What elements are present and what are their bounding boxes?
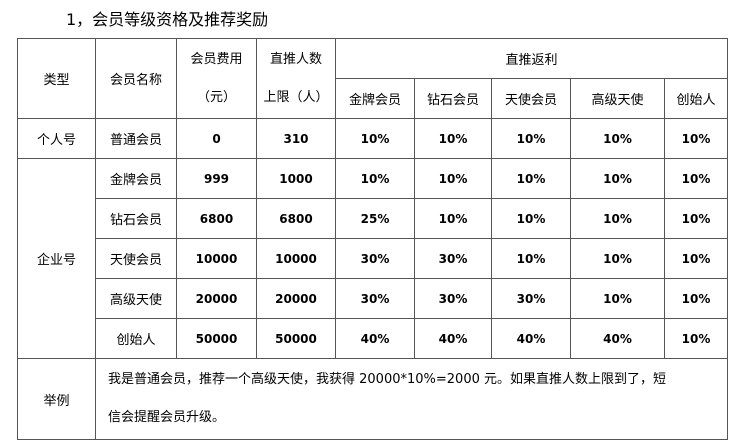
name-cell: 创始人 (95, 318, 177, 359)
value-cell: 40% (335, 318, 415, 359)
value-cell: 10% (570, 118, 665, 159)
data-row: 个人号 普通会员 0 310 10% 10% 10% 10% 10% (17, 118, 728, 159)
data-row: 高级天使 20000 20000 30% 30% 30% 10% 10% (18, 278, 728, 319)
value-cell: 310 (256, 118, 336, 159)
value-cell: 40% (491, 318, 571, 359)
value-cell: 10% (664, 238, 728, 279)
data-row: 创始人 50000 50000 40% 40% 40% 40% 10% (18, 318, 728, 359)
name-cell: 天使会员 (95, 238, 177, 279)
value-cell: 10000 (256, 238, 336, 279)
name-cell: 金牌会员 (95, 158, 177, 199)
value-cell: 40% (414, 318, 492, 359)
name-cell: 高级天使 (95, 278, 177, 319)
value-cell: 10% (414, 158, 492, 199)
header-cell: 高级天使 (570, 78, 665, 119)
data-row: 天使会员 10000 10000 30% 30% 10% 10% 10% (18, 238, 728, 279)
example-text: 我是普通会员，推荐一个高级天使，我获得 20000*10%=2000 元。如果直… (95, 358, 728, 440)
value-cell: 10% (414, 198, 492, 239)
value-cell: 10% (570, 158, 665, 199)
value-cell: 6800 (176, 198, 257, 239)
value-cell: 10% (664, 278, 728, 319)
value-cell: 40% (570, 318, 665, 359)
value-cell: 10% (570, 198, 665, 239)
example-label: 举例 (17, 358, 96, 440)
table: 类型 会员名称 会员费用 （元） 直推人数 上限（人） 直推返利 金牌会员 钻石会员 天使会员 高级… (17, 38, 728, 440)
value-cell: 10% (664, 118, 728, 159)
cell-line: 上限（人） (263, 89, 329, 105)
data-row: 企业号 金牌会员 999 1000 10% 10% 10% 10% 10% (17, 158, 728, 359)
value-cell: 0 (176, 118, 257, 159)
value-cell: 10000 (176, 238, 257, 279)
value-cell: 10% (491, 238, 571, 279)
value-cell: 10% (491, 118, 571, 159)
value-cell: 10% (414, 118, 492, 159)
value-cell: 10% (664, 198, 728, 239)
cell-line: 我是普通会员，推荐一个高级天使，我获得 20000*10%=2000 元。如果直… (108, 372, 666, 387)
value-cell: 50000 (176, 318, 257, 359)
header-cell: 会员费用 （元） (176, 38, 257, 119)
header-cell: 类型 (17, 38, 96, 119)
value-cell: 30% (414, 238, 492, 279)
title: 1，会员等级资格及推荐奖励 (66, 10, 269, 29)
cell-line: 直推人数 (269, 51, 322, 67)
value-cell: 10% (491, 198, 571, 239)
header-cell: 直推返利 (335, 38, 728, 79)
value-cell: 50000 (256, 318, 336, 359)
value-cell: 999 (176, 158, 257, 199)
header-cell: 直推人数上限（人） (256, 38, 336, 119)
cell-line: 信会提醒会员升级。 (108, 410, 226, 425)
header-cell: 创始人 (664, 78, 728, 119)
value-cell: 10% (335, 158, 415, 199)
value-cell: 6800 (256, 198, 336, 239)
value-cell: 10% (664, 318, 728, 359)
data-row: 钻石会员 6800 6800 25% 10% 10% 10% 10% (18, 198, 728, 239)
value-cell: 1000 (256, 158, 336, 199)
header-cell: 金牌会员 (335, 78, 415, 119)
name-cell: 普通会员 (95, 118, 177, 159)
value-cell: 30% (335, 278, 415, 319)
group-cell: 个人号 (17, 118, 96, 159)
value-cell: 25% (335, 198, 415, 239)
cell-line: （元） (196, 89, 236, 105)
value-cell: 10% (491, 158, 571, 199)
value-cell: 10% (570, 238, 665, 279)
header-cell: 天使会员 (491, 78, 571, 119)
header-cell: 会员名称 (95, 38, 177, 119)
value-cell: 10% (335, 118, 415, 159)
value-cell: 10% (664, 158, 728, 199)
value-cell: 30% (491, 278, 571, 319)
value-cell: 20000 (256, 278, 336, 319)
value-cell: 30% (414, 278, 492, 319)
name-cell: 钻石会员 (95, 198, 177, 239)
header-row: 金牌会员 钻石会员 天使会员 高级天使 创始人 (18, 78, 728, 119)
value-cell: 10% (570, 278, 665, 319)
header-row: 类型 会员名称 会员费用 （元） 直推人数 上限（人） 直推返利 (17, 38, 728, 119)
header-cell: 钻石会员 (414, 78, 492, 119)
example-row: 举例 我是普通会员，推荐一个高级天使，我获得 20000*10%=2000 元。如… (17, 358, 728, 440)
value-cell: 20000 (176, 278, 257, 319)
table-body: 类型 会员名称 会员费用 （元） 直推人数 上限（人） 直推返利 金牌会员 钻石会员 天使会员 高级… (17, 38, 728, 440)
value-cell: 30% (335, 238, 415, 279)
group-cell: 企业号 (17, 158, 96, 359)
cell-line: 会员费用 (190, 51, 243, 67)
